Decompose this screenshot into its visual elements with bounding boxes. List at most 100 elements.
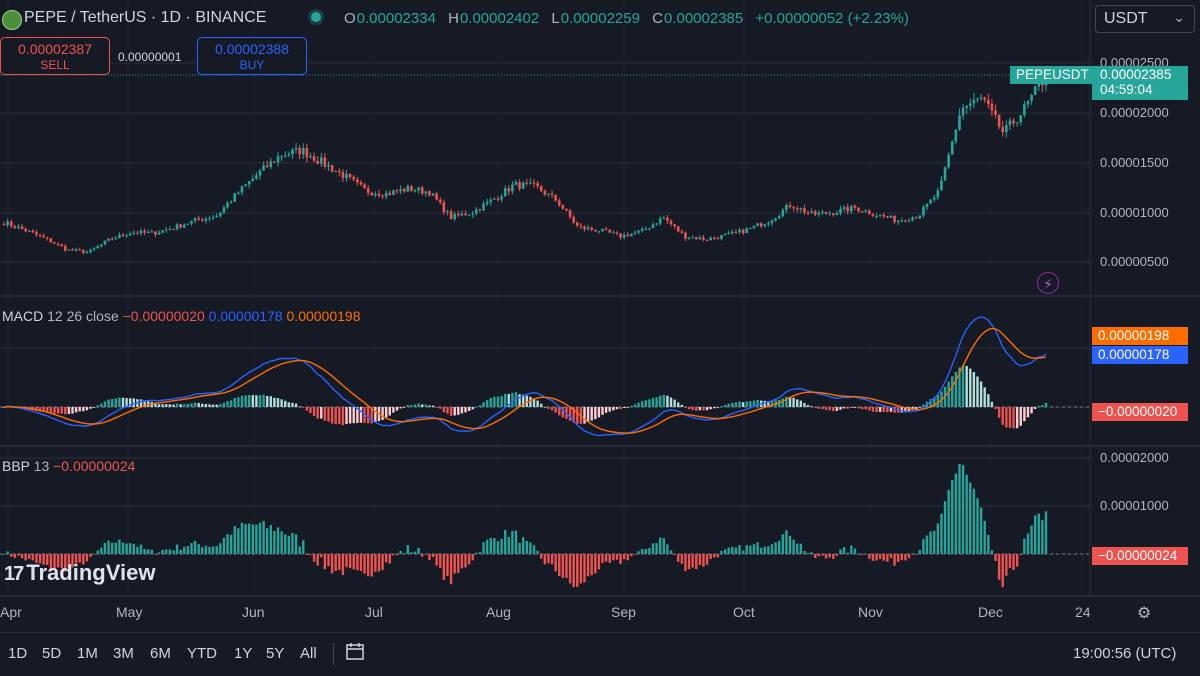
candle-body [85,251,89,253]
bbp-bar [875,554,878,561]
candle-body [871,214,875,217]
bbp-bar [954,473,958,554]
candle-body [312,156,316,161]
candle-body [38,234,42,236]
candle-body [698,237,702,240]
range-ytd-button[interactable]: YTD [187,645,217,662]
bbp-bar [35,554,38,563]
candle-body [13,226,17,228]
bbp-legend[interactable]: BBP 13 −0.00000024 [2,458,135,474]
candle-body [651,224,655,229]
candle-body [6,221,9,226]
bbp-bar [17,554,20,556]
range-5d-button[interactable]: 5D [42,645,62,662]
candle-body [687,237,691,239]
range-all-button[interactable]: All [300,645,317,662]
sell-button[interactable]: 0.00002387 SELL [0,37,110,75]
candle-body [370,192,374,196]
macd-hist-bar [893,407,896,413]
macd-hist-bar [388,407,391,416]
bbp-bar [864,553,867,555]
utc-clock: 19:00:56 (UTC) [1073,645,1177,662]
macd-hist-bar [806,405,810,407]
macd-hist-bar [64,407,67,415]
candle-body [557,200,561,206]
macd-hist-bar [720,406,723,408]
bbp-bar [201,547,204,554]
tradingview-logo-icon: 17 [4,563,24,585]
range-6m-button[interactable]: 6M [150,645,171,662]
candle-body [882,214,886,217]
bbp-bar [478,552,482,554]
bbp-bar [193,540,197,554]
bbp-bar [900,554,903,561]
range-1d-button[interactable]: 1D [8,645,28,662]
candle-body [554,194,557,201]
bbp-bar [175,544,179,554]
bbp-bar [907,554,911,559]
lightning-icon[interactable]: ⚡ [1037,272,1059,294]
bbp-y-tick: 0.00002000 [1100,450,1169,465]
macd-hist-bar [965,365,968,407]
candle-body [918,215,922,219]
macd-hist-bar [338,407,341,425]
toolbar-divider [333,643,334,665]
candle-body [763,224,767,227]
macd-hist-bar [406,405,410,407]
calendar-icon[interactable] [345,641,365,661]
candle-body [788,205,792,208]
macd-hist-bar [868,407,871,411]
range-5y-button[interactable]: 5Y [266,645,285,662]
candle-body [579,225,583,227]
bbp-bar [302,540,305,554]
bbp-bar [103,542,107,554]
candle-body [1030,94,1033,101]
bbp-bar [356,554,359,571]
candle-body [67,249,71,251]
bbp-bar [612,554,615,561]
bbp-bar [503,529,507,554]
range-1y-button[interactable]: 1Y [234,645,253,662]
macd-hist-bar [871,407,875,412]
macd-hist-bar [1023,407,1026,422]
macd-hist-bar [680,404,684,407]
macd-hist-bar [413,404,417,407]
bbp-bar [74,554,78,564]
buy-button[interactable]: 0.00002388 BUY [197,37,307,75]
bbp-bar [2,554,6,555]
bbp-bar [13,554,17,558]
macd-hist-bar [392,407,395,413]
macd-hist-bar [439,407,442,409]
macd-hist-bar [860,407,864,410]
bbp-y-tick: 0.00001000 [1100,498,1169,513]
bbp-bar [143,548,146,554]
bbp-bar [507,537,510,554]
candle-body [514,181,518,185]
candle-body [608,229,612,233]
macd-hist-bar [168,404,172,407]
bbp-bar [165,549,168,554]
currency-select[interactable]: USDT ⌄ [1095,5,1195,33]
bbp-bar [976,498,979,554]
bbp-bar [460,554,464,569]
range-3m-button[interactable]: 3M [113,645,134,662]
macd-legend[interactable]: MACD 12 26 close −0.00000020 0.00000178 … [2,308,360,324]
bbp-bar [1030,525,1033,554]
symbol-title[interactable]: PEPE / TetherUS · 1D · BINANCE [24,9,267,26]
y-tick-label: 0.00001500 [1100,155,1169,170]
bbp-bar [716,554,720,558]
candle-body [132,232,136,234]
tradingview-logo[interactable]: 17 TradingView [4,560,155,586]
macd-hist-bar [114,398,117,407]
bbp-bar [511,530,514,554]
macd-hist-bar [374,407,377,423]
buy-label: BUY [239,58,265,72]
macd-hist-bar [958,367,961,407]
bbp-bar [46,554,49,565]
settings-gear-icon[interactable]: ⚙ [1137,605,1152,622]
candle-body [406,185,410,192]
range-1m-button[interactable]: 1M [77,645,98,662]
bbp-bar [1037,513,1040,554]
macd-hist-bar [518,394,521,407]
